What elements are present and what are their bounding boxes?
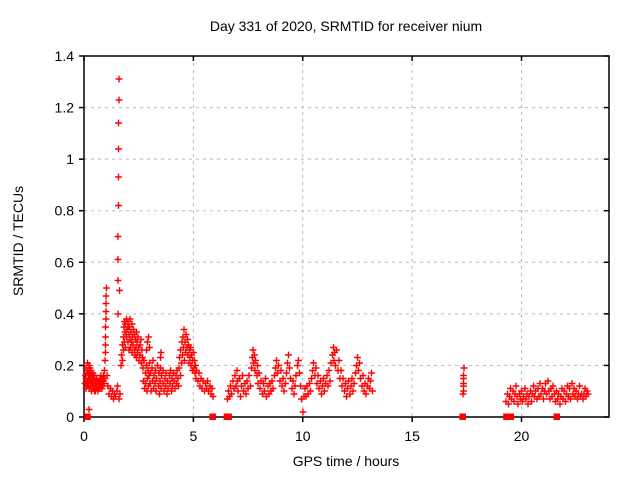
y-axis-label: SRMTID / TECUs <box>10 186 26 296</box>
zero-value-marker <box>507 413 515 420</box>
zero-value-marker <box>225 413 232 420</box>
y-tick-label: 0.4 <box>55 306 75 322</box>
zero-value-marker <box>553 413 560 420</box>
chart-title: Day 331 of 2020, SRMTID for receiver niu… <box>210 18 482 34</box>
x-tick-label: 10 <box>295 428 311 444</box>
y-tick-label: 0.8 <box>55 203 75 219</box>
y-tick-label: 1 <box>66 151 74 167</box>
x-tick-label: 5 <box>189 428 197 444</box>
y-tick-label: 1.2 <box>55 100 75 116</box>
data-point-markers <box>81 75 592 416</box>
y-tick-label: 0.2 <box>55 357 75 373</box>
grid-lines <box>84 56 609 417</box>
zero-value-marker <box>84 413 91 420</box>
x-axis-label: GPS time / hours <box>293 453 400 469</box>
x-tick-label: 20 <box>514 428 530 444</box>
zero-value-marker <box>459 413 466 420</box>
zero-value-marker <box>209 413 216 420</box>
y-tick-label: 1.4 <box>55 48 75 64</box>
plot-border <box>83 55 610 418</box>
y-tick-label: 0 <box>66 409 74 425</box>
y-tick-label: 0.6 <box>55 254 75 270</box>
axis-ticks: 0 5 10 15 20 0 0.2 0.4 0.6 0.8 1 1.2 1.4 <box>55 48 609 444</box>
x-tick-label: 15 <box>404 428 420 444</box>
x-tick-label: 0 <box>80 428 88 444</box>
data-points-layer <box>81 75 592 420</box>
